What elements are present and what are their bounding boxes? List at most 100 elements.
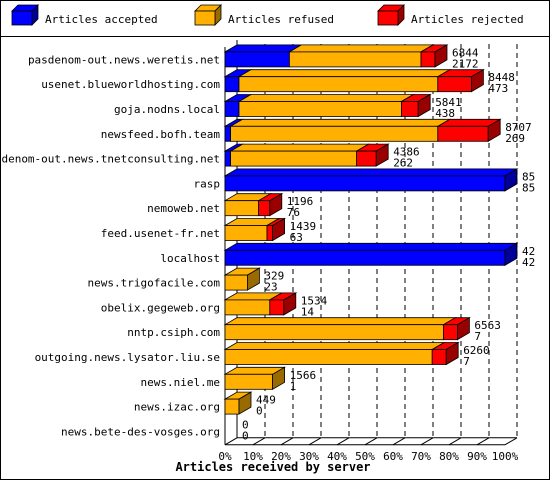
legend-swatch	[377, 10, 399, 26]
bar-segment	[224, 76, 240, 93]
bar-segment	[224, 299, 271, 316]
category-label: pasdenom-out.news.weretis.net	[28, 53, 220, 66]
bar-rejected-label: 2172	[452, 57, 479, 70]
category-label: news.izac.org	[134, 401, 220, 414]
category-label: outgoing.news.lysator.liu.se	[35, 351, 220, 364]
bar-segment	[224, 324, 444, 341]
bar-total-label: 329	[264, 270, 284, 283]
category-label: feed.usenet-fr.net	[101, 227, 220, 240]
bar-segment-top	[223, 242, 519, 251]
bar-end-side	[445, 341, 459, 366]
bar-segment	[437, 125, 489, 142]
x-tick-label: 60%	[383, 450, 403, 463]
bar-end-side	[470, 69, 484, 93]
bar-segment	[224, 349, 433, 365]
bar-total-label: 6260	[463, 344, 490, 357]
bar-segment	[266, 225, 273, 241]
bar-segment	[224, 150, 231, 167]
category-label: news.niel.me	[141, 376, 220, 389]
bar-total-label: 8448	[488, 71, 515, 84]
floor-line	[336, 437, 350, 446]
bar-segment	[420, 51, 436, 68]
bar-segment-top	[223, 168, 519, 177]
bar-end-side	[417, 93, 431, 118]
x-tick-label: 80%	[439, 450, 459, 463]
bar-total-label: 1534	[301, 294, 328, 307]
x-axis-label: Articles received by server	[175, 460, 370, 474]
floor-line	[308, 437, 322, 446]
floor-line	[420, 437, 434, 446]
bar-segment	[224, 373, 273, 390]
x-tick-label: 50%	[355, 450, 375, 463]
category-label: rasp	[194, 177, 221, 190]
bar-segment	[224, 274, 248, 291]
bar-rejected-label: 7	[463, 355, 470, 368]
bar-rejected-label: 269	[505, 132, 525, 145]
bar-segment	[224, 249, 506, 266]
legend-swatch	[11, 10, 33, 26]
category-label: obelix.gegeweb.org	[101, 301, 220, 314]
floor-line	[224, 437, 238, 446]
legend-label: Articles rejected	[411, 13, 524, 26]
bar-end-side	[272, 366, 286, 390]
bar-end-side	[246, 267, 260, 291]
bar-segment	[400, 101, 419, 117]
x-tick-label: 40%	[327, 450, 347, 463]
bar-rejected-label: 1	[290, 380, 297, 393]
category-label: newsfeed.bofh.team	[101, 128, 221, 141]
x-tick-label: 10%	[243, 450, 263, 463]
bar-segment	[224, 125, 231, 142]
bar-segment-top	[229, 118, 452, 127]
bar-segment	[437, 76, 472, 93]
bar-end-side	[504, 242, 518, 266]
bar-rejected-label: 438	[435, 107, 455, 120]
bar-end-side	[238, 391, 252, 415]
bar-total-label: 4386	[393, 146, 420, 159]
bar-segment-top	[287, 44, 435, 53]
bar-total-label: 1566	[290, 369, 317, 382]
bar-rejected-label: 473	[488, 82, 508, 95]
bar-segment-top	[229, 143, 371, 152]
bar-total-label: 1439	[290, 220, 317, 233]
bar-total-label: 6563	[474, 319, 501, 332]
bar-end-side	[283, 292, 297, 316]
bar-end-side	[434, 44, 448, 68]
floor-line	[392, 437, 406, 446]
plot-area: 0% 10% 20% 30% 40% 50% 60% 70% 80% 90% 100% pasdeno…	[0, 40, 535, 463]
category-label: usenet.blueworldhosting.com	[41, 78, 220, 91]
floor-line	[504, 437, 518, 446]
bar-total-label: 85	[522, 170, 535, 183]
bar-end-side	[504, 168, 518, 192]
category-label: nntp.csiph.com	[127, 326, 220, 339]
bar-segment	[258, 200, 271, 217]
legend-label: Articles accepted	[45, 13, 158, 26]
bar-segment-top	[237, 69, 452, 78]
bar-total-label: 8707	[505, 121, 532, 134]
legend-label: Articles refused	[228, 13, 334, 26]
bar-segment	[238, 101, 402, 117]
legend-swatch	[194, 10, 216, 26]
x-tick-label: 100%	[492, 450, 519, 463]
bar-segment	[442, 324, 458, 341]
bar-segment	[288, 51, 422, 68]
category-label: pasdenom-out.news.tnetconsulting.net	[0, 153, 220, 166]
bar-rejected-label: 76	[287, 206, 300, 219]
bar-rejected-label: 0	[242, 429, 249, 442]
floor-line	[252, 437, 266, 446]
x-tick-label: 20%	[271, 450, 291, 463]
bar-segment	[224, 175, 506, 192]
bar-rejected-label: 262	[393, 157, 413, 170]
floor-line	[280, 437, 294, 446]
bar-rejected-label: 23	[264, 281, 277, 294]
bar-total-label: 1196	[287, 195, 314, 208]
bar-segment	[230, 150, 358, 167]
floor-line	[364, 437, 378, 446]
x-tick-label: 90%	[467, 450, 487, 463]
bar-rejected-label: 0	[256, 405, 263, 418]
bar-segment-top	[223, 342, 446, 350]
bar-rejected-label: 63	[290, 231, 303, 244]
bar-rejected-label: 42	[522, 256, 535, 269]
bar-end-side	[272, 217, 286, 242]
bar-rejected-label: 14	[301, 305, 315, 318]
